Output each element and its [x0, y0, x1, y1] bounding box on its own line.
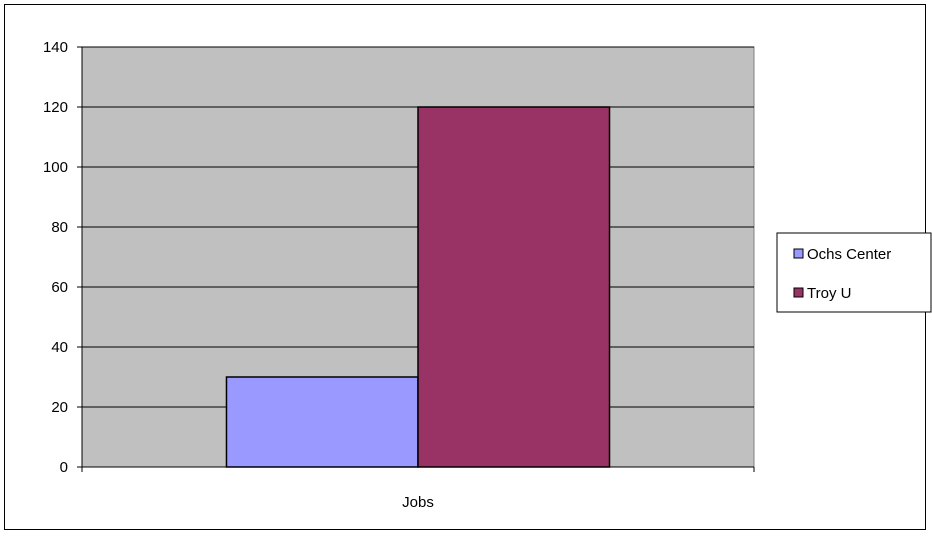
- y-tick-label: 20: [51, 399, 68, 416]
- y-tick-label: 60: [51, 279, 68, 296]
- x-axis: Jobs: [81, 466, 755, 511]
- y-tick-label: 100: [43, 159, 68, 176]
- legend-swatch-troy-u: [793, 287, 804, 298]
- legend-box: [776, 232, 932, 313]
- legend-label-ochs-center: Ochs Center: [807, 246, 891, 263]
- y-tick-label: 80: [51, 219, 68, 236]
- legend-label-troy-u: Troy U: [807, 285, 851, 302]
- bar-troy-u: [417, 106, 611, 468]
- y-axis: 0 20 40 60 80 100 120 140: [43, 39, 83, 476]
- y-tick-label: 0: [60, 459, 68, 476]
- legend-swatch-ochs-center: [793, 248, 804, 259]
- y-tick-label: 120: [43, 99, 68, 116]
- y-tick-label: 40: [51, 339, 68, 356]
- legend: Ochs Center Troy U: [776, 232, 932, 313]
- x-category-label: Jobs: [402, 494, 434, 511]
- bar-ochs-center: [225, 376, 419, 468]
- y-tick-label: 140: [43, 39, 68, 56]
- bars: [225, 106, 611, 468]
